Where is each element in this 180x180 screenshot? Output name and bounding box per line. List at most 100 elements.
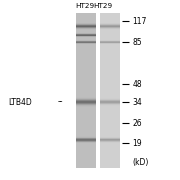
Text: 85: 85 [132,38,142,47]
Bar [100,139,120,140]
Text: (kD): (kD) [132,158,149,167]
Bar [76,24,96,25]
Bar [100,23,120,24]
Bar [76,43,96,44]
Bar [76,40,96,41]
Bar [76,97,96,98]
Bar [76,27,96,28]
Bar [100,43,120,44]
Bar [76,137,96,138]
Bar [100,27,120,28]
Bar [76,140,96,141]
Bar [76,102,96,103]
Bar [76,97,96,98]
Bar [100,141,120,142]
Bar [76,28,96,29]
Bar [100,29,120,30]
Bar [76,105,96,106]
Bar [76,104,96,105]
Bar [76,28,96,29]
Bar [100,139,120,140]
Bar [76,137,96,138]
Bar [76,27,96,28]
Bar [100,137,120,138]
Bar [100,26,120,27]
Bar [76,13,96,168]
Bar [76,100,96,101]
Bar [76,139,96,140]
Bar [76,41,96,42]
Bar [76,23,96,24]
Bar [76,103,96,104]
Text: --: -- [58,98,64,107]
Bar [76,42,96,43]
Bar [76,35,96,36]
Bar [100,27,120,28]
Bar [100,142,120,143]
Bar [76,42,96,43]
Bar [76,40,96,41]
Bar [100,104,120,105]
Bar [76,99,96,100]
Bar [100,28,120,29]
Bar [100,103,120,104]
Bar [76,141,96,142]
Bar [76,23,96,24]
Bar [100,24,120,25]
Bar [76,105,96,106]
Text: HT29: HT29 [75,3,94,9]
Bar [76,103,96,104]
Bar [76,24,96,25]
Bar [76,136,96,137]
Bar [100,40,120,41]
Bar [100,142,120,143]
Bar [76,36,96,37]
Bar [100,23,120,24]
Bar [100,104,120,105]
Bar [76,43,96,44]
Bar [76,41,96,42]
Bar [100,98,120,99]
Bar [100,42,120,43]
Bar [100,42,120,43]
Bar [100,98,120,99]
Text: 48: 48 [132,80,142,89]
Bar [100,43,120,44]
Bar [76,140,96,141]
Text: LTB4D: LTB4D [8,98,32,107]
Bar [76,101,96,102]
Bar [76,138,96,139]
Bar [100,40,120,41]
Bar [100,41,120,42]
Bar [76,34,96,35]
Bar [100,141,120,142]
Text: 34: 34 [132,98,142,107]
Bar [100,102,120,103]
Bar [100,101,120,102]
Bar [76,43,96,44]
Bar [100,41,120,42]
Bar [100,138,120,139]
Bar [100,43,120,44]
Bar [100,102,120,103]
Bar [76,142,96,143]
Text: 19: 19 [132,139,142,148]
Bar [100,25,120,26]
Bar [76,25,96,26]
Bar [76,104,96,105]
Bar [76,98,96,99]
Bar [76,26,96,27]
Text: 117: 117 [132,17,147,26]
Bar [76,29,96,30]
Bar [100,138,120,139]
Bar [100,29,120,30]
Bar [76,34,96,35]
Bar [100,101,120,102]
Bar [100,42,120,43]
Bar [76,106,96,107]
Bar [76,33,96,34]
Bar [100,140,120,141]
Bar [100,28,120,29]
Bar [100,13,120,168]
Bar [76,35,96,36]
